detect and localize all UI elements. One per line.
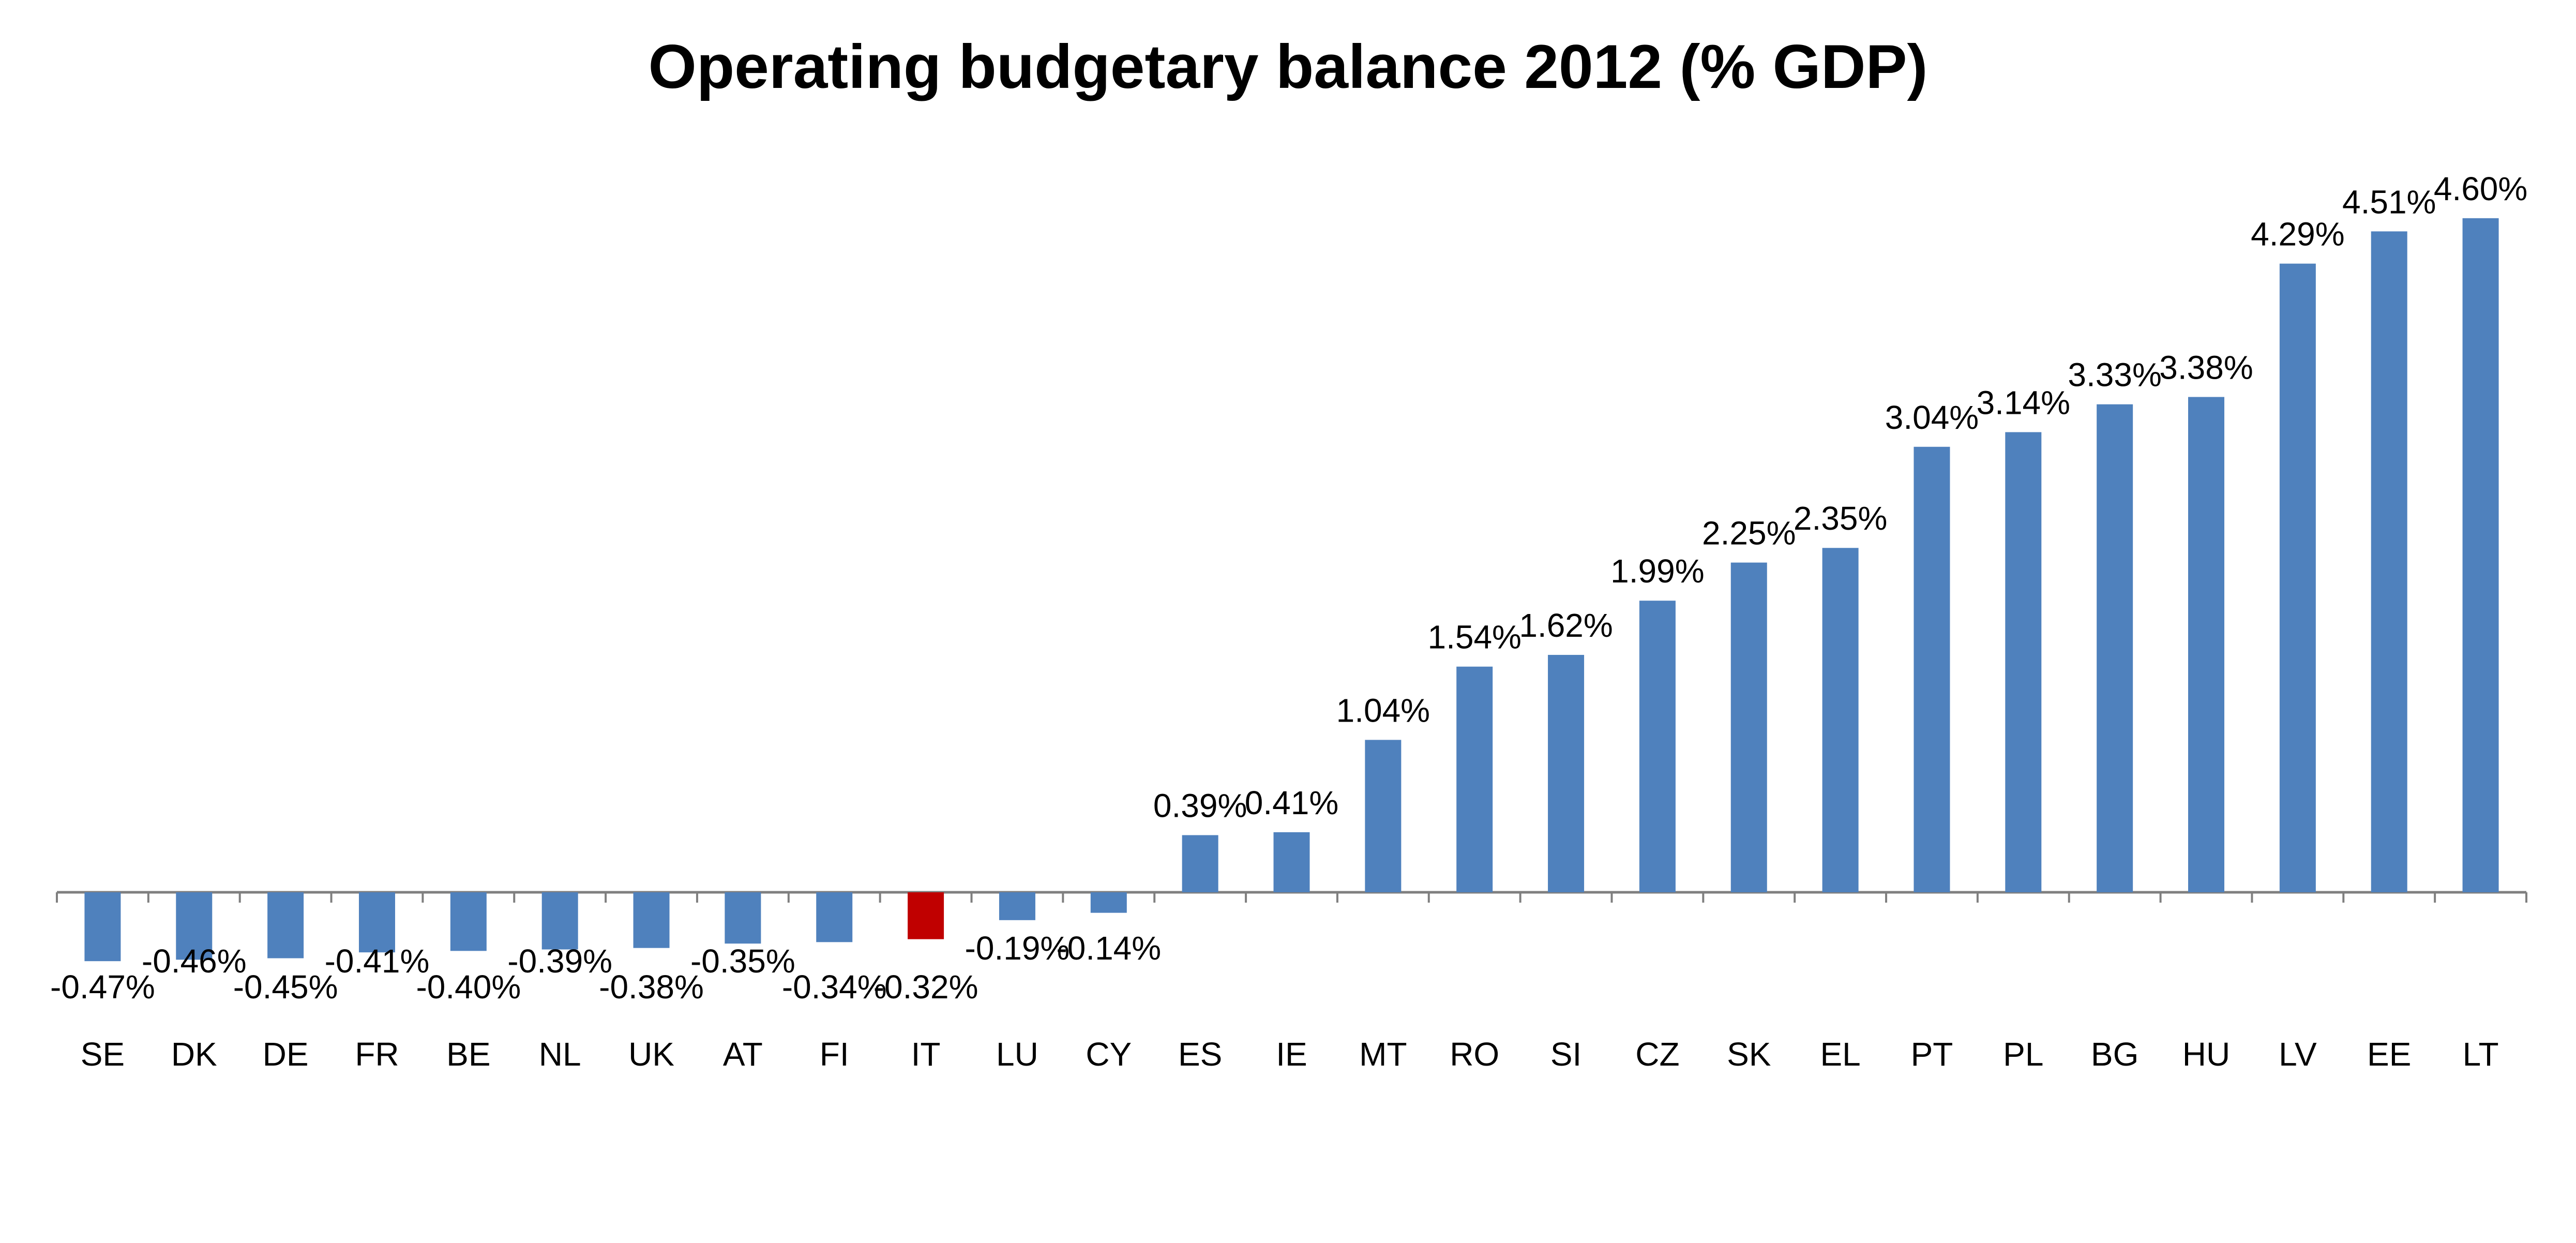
bar-cz [1639, 601, 1676, 892]
data-label-cy: -0.14% [1056, 930, 1161, 967]
data-label-at: -0.35% [690, 942, 795, 980]
x-tick-label-nl: NL [539, 1036, 581, 1073]
x-tick-label-dk: DK [171, 1036, 217, 1073]
data-label-ie: 0.41% [1245, 784, 1338, 821]
x-tick-label-sk: SK [1727, 1036, 1771, 1073]
data-label-lu: -0.19% [965, 930, 1070, 967]
data-label-sk: 2.25% [1702, 515, 1796, 552]
x-tick-label-lv: LV [2279, 1036, 2317, 1073]
data-label-be: -0.40% [416, 968, 521, 1006]
x-tick-label-hu: HU [2182, 1036, 2230, 1073]
x-tick-label-se: SE [81, 1036, 125, 1073]
data-label-ee: 4.51% [2342, 183, 2436, 220]
data-label-mt: 1.04% [1336, 692, 1430, 729]
data-label-uk: -0.38% [599, 968, 704, 1006]
bar-pt [1914, 446, 1950, 892]
x-tick-label-fr: FR [355, 1036, 399, 1073]
bar-at [725, 892, 761, 944]
x-tick-label-si: SI [1550, 1036, 1581, 1073]
bar-de [267, 892, 304, 959]
bar-el [1822, 548, 1859, 892]
x-tick-label-fi: FI [820, 1036, 849, 1073]
data-label-cz: 1.99% [1610, 552, 1704, 590]
data-label-hu: 3.38% [2159, 349, 2253, 386]
bar-uk [633, 892, 670, 948]
data-label-bg: 3.33% [2068, 356, 2161, 394]
data-label-ro: 1.54% [1427, 619, 1521, 656]
bar-sk [1730, 562, 1767, 892]
bar-bg [2097, 404, 2133, 892]
x-tick-label-bg: BG [2091, 1036, 2138, 1073]
bar-fr [358, 892, 395, 953]
data-label-si: 1.62% [1519, 607, 1613, 644]
bar-ro [1456, 666, 1493, 892]
data-label-se: -0.47% [50, 968, 155, 1006]
x-tick-label-it: IT [911, 1036, 941, 1073]
data-label-lv: 4.29% [2251, 216, 2344, 253]
bar-hu [2188, 397, 2225, 892]
x-tick-label-cz: CZ [1635, 1036, 1679, 1073]
x-tick-label-cy: CY [1086, 1036, 1132, 1073]
data-label-fr: -0.41% [325, 942, 430, 980]
bar-lv [2279, 263, 2316, 892]
data-label-es: 0.39% [1153, 787, 1247, 825]
bar-dk [176, 892, 213, 960]
data-label-pl: 3.14% [1977, 384, 2070, 421]
bar-cy [1090, 892, 1127, 913]
bar-pl [2005, 432, 2042, 892]
x-tick-label-ro: RO [1450, 1036, 1499, 1073]
x-tick-label-be: BE [446, 1036, 490, 1073]
data-label-lt: 4.60% [2434, 170, 2527, 207]
bar-lu [999, 892, 1035, 920]
data-label-el: 2.35% [1794, 500, 1887, 537]
x-tick-label-pl: PL [2003, 1036, 2043, 1073]
data-label-dk: -0.46% [142, 942, 247, 980]
x-tick-label-lu: LU [996, 1036, 1038, 1073]
x-tick-label-el: EL [1820, 1036, 1860, 1073]
bar-es [1182, 835, 1218, 892]
bar-lt [2462, 218, 2499, 892]
data-label-de: -0.45% [233, 968, 338, 1006]
bar-ee [2371, 231, 2407, 892]
x-tick-label-mt: MT [1359, 1036, 1407, 1073]
bar-mt [1365, 740, 1402, 892]
chart-title: Operating budgetary balance 2012 (% GDP) [648, 32, 1928, 101]
x-tick-label-ee: EE [2367, 1036, 2411, 1073]
x-tick-label-de: DE [263, 1036, 309, 1073]
bar-se [84, 892, 121, 962]
data-label-pt: 3.04% [1885, 399, 1979, 436]
bar-nl [541, 892, 578, 950]
data-label-it: -0.32% [873, 968, 978, 1006]
x-tick-label-ie: IE [1276, 1036, 1307, 1073]
x-tick-label-uk: UK [628, 1036, 674, 1073]
bar-it [908, 892, 944, 939]
x-tick-label-at: AT [723, 1036, 763, 1073]
x-tick-label-es: ES [1178, 1036, 1222, 1073]
x-tick-label-lt: LT [2463, 1036, 2499, 1073]
bar-be [450, 892, 487, 951]
data-label-nl: -0.39% [507, 942, 612, 980]
data-label-fi: -0.34% [782, 968, 887, 1006]
bar-fi [816, 892, 853, 942]
bar-si [1548, 655, 1585, 892]
bar-ie [1273, 832, 1310, 892]
x-tick-label-pt: PT [1911, 1036, 1953, 1073]
